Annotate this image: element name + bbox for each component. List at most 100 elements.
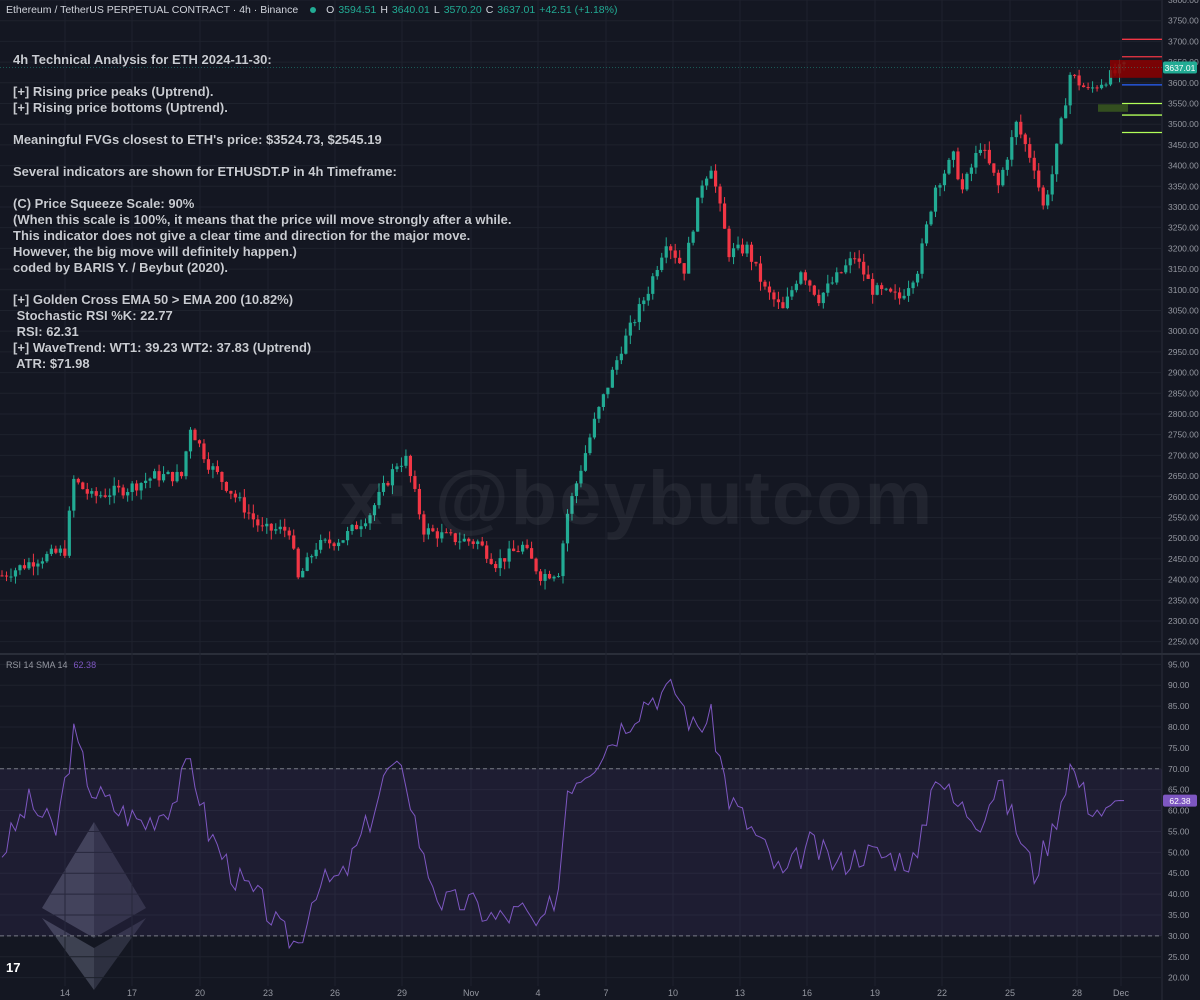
candle-body: [579, 470, 583, 484]
candle-body: [99, 495, 103, 497]
candle-body: [740, 244, 745, 254]
candle-body: [601, 394, 605, 407]
candle-body: [274, 529, 278, 531]
close-label: C: [485, 4, 494, 16]
rsi-tick-label: 80.00: [1168, 722, 1190, 732]
candle-body: [108, 495, 112, 497]
rsi-tick-label: 45.00: [1168, 868, 1190, 878]
note-line: Several indicators are shown for ETHUSDT…: [13, 164, 397, 179]
candle-body: [1099, 84, 1104, 89]
candle-body: [206, 459, 211, 470]
candle-body: [1068, 74, 1072, 106]
note-line: 4h Technical Analysis for ETH 2024-11-30…: [13, 52, 272, 67]
candle-body: [610, 369, 614, 388]
candle-body: [543, 573, 547, 581]
candle-body: [871, 278, 875, 295]
candle-body: [655, 270, 659, 277]
rsi-band-fill: [0, 768, 1162, 936]
note-line: (When this scale is 100%, it means that …: [13, 212, 512, 227]
candle-body: [390, 469, 395, 486]
rsi-value-tag: 62.38: [1169, 796, 1191, 806]
candle-body: [9, 576, 13, 578]
time-tick-label: 23: [263, 988, 273, 998]
candle-body: [637, 304, 641, 323]
candle-body: [965, 173, 969, 190]
time-tick-label: 25: [1005, 988, 1015, 998]
candle-body: [157, 471, 161, 481]
last-price-tag: 3637.01: [1165, 63, 1196, 73]
candle-body: [256, 519, 260, 526]
price-tick-label: 3300.00: [1168, 202, 1199, 212]
note-line: However, the big move will definitely ha…: [13, 244, 297, 259]
candle-body: [893, 291, 897, 293]
candle-body: [489, 558, 493, 564]
candle-body: [283, 526, 287, 531]
candle-body: [556, 576, 561, 578]
candle-body: [1032, 157, 1036, 171]
candle-body: [408, 455, 413, 477]
rsi-band: [0, 768, 1162, 937]
candle-body: [399, 465, 404, 467]
candle-body: [229, 490, 233, 494]
price-tick-label: 2550.00: [1168, 512, 1199, 522]
candle-body: [574, 483, 579, 497]
candle-body: [1037, 170, 1041, 188]
candle-body: [444, 532, 448, 534]
candle-body: [269, 523, 273, 531]
candle-body: [305, 557, 309, 571]
candle-body: [49, 548, 53, 554]
candle-body: [902, 295, 906, 299]
candle-body: [803, 272, 807, 281]
symbol-title[interactable]: Ethereum / TetherUS PERPETUAL CONTRACT ·…: [6, 4, 299, 16]
candle-body: [224, 481, 228, 491]
note-line: [13, 180, 511, 196]
candle-body: [776, 299, 781, 303]
rsi-tick-label: 55.00: [1168, 826, 1190, 836]
candle-body: [547, 573, 552, 579]
price-tick-label: 3250.00: [1168, 223, 1199, 233]
candle-body: [440, 532, 444, 539]
candle-body: [875, 285, 879, 295]
time-tick-label: 17: [127, 988, 137, 998]
candle-body: [889, 288, 893, 292]
tradingview-logo[interactable]: 17: [6, 960, 21, 975]
candle-body: [844, 265, 848, 273]
candle-body: [992, 163, 996, 173]
rsi-value-tag-bg: [1163, 794, 1197, 807]
candle-body: [1041, 187, 1045, 206]
candle-body: [341, 540, 345, 543]
time-tick-label: 19: [870, 988, 880, 998]
time-tick-label: 26: [330, 988, 340, 998]
candle-body: [960, 179, 965, 190]
candle-body: [512, 548, 516, 552]
price-tick-label: 3700.00: [1168, 36, 1199, 46]
price-tick-label: 2350.00: [1168, 595, 1199, 605]
candle-body: [956, 151, 960, 180]
candle-body: [969, 167, 974, 174]
rsi-tick-label: 40.00: [1168, 889, 1190, 899]
candle-body: [90, 491, 94, 494]
candle-body: [794, 283, 798, 291]
rsi-header[interactable]: RSI 14 SMA 14 62.38: [6, 660, 96, 670]
candle-body: [63, 548, 67, 556]
candle-body: [314, 549, 318, 557]
price-tick-label: 3200.00: [1168, 243, 1199, 253]
rsi-tick-label: 60.00: [1168, 806, 1190, 816]
rsi-tick-label: 70.00: [1168, 764, 1190, 774]
price-tick-label: 2850.00: [1168, 388, 1199, 398]
candle-body: [193, 429, 197, 441]
price-tick-label: 2700.00: [1168, 450, 1199, 460]
candle-body: [687, 242, 691, 274]
indicator-lines: [0, 38, 1162, 134]
candle-body: [700, 185, 704, 198]
candle-body: [471, 541, 475, 544]
price-tick-label: 3450.00: [1168, 140, 1199, 150]
change-value: +42.51 (+1.18%): [539, 4, 618, 16]
candle-body: [853, 258, 857, 260]
candle-body: [570, 496, 574, 514]
candle-body: [1104, 84, 1108, 86]
candle-body: [31, 562, 36, 567]
price-tick-label: 3400.00: [1168, 161, 1199, 171]
candle-body: [817, 294, 821, 304]
